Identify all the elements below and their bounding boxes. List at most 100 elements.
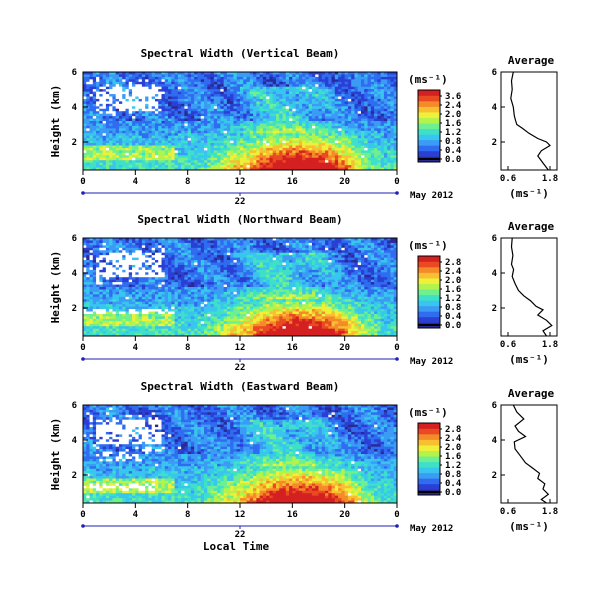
heatmap-cell bbox=[318, 74, 323, 78]
heatmap-cell bbox=[184, 76, 189, 80]
heatmap-cell bbox=[92, 130, 97, 134]
heatmap-cell bbox=[249, 130, 254, 134]
heatmap-cell bbox=[148, 147, 153, 151]
heatmap-cell bbox=[181, 167, 185, 171]
heatmap-cell bbox=[285, 72, 290, 75]
heatmap-cell bbox=[347, 167, 352, 171]
heatmap-cell bbox=[99, 138, 104, 141]
heatmap-cell bbox=[321, 89, 326, 92]
heatmap-cell bbox=[92, 255, 97, 258]
heatmap-cell bbox=[223, 125, 228, 129]
heatmap-cell bbox=[347, 91, 352, 95]
heatmap-cell bbox=[148, 91, 153, 95]
heatmap-cell bbox=[177, 123, 182, 127]
heatmap-cell bbox=[210, 74, 215, 78]
heatmap-cell bbox=[105, 274, 110, 278]
heatmap-cell bbox=[213, 111, 218, 115]
heatmap-cell bbox=[154, 157, 159, 161]
heatmap-cell bbox=[96, 155, 100, 159]
heatmap-cell bbox=[374, 130, 378, 134]
heatmap-cell bbox=[148, 304, 153, 307]
heatmap-cell bbox=[367, 111, 372, 115]
heatmap-cell bbox=[138, 252, 143, 256]
heatmap-cell bbox=[115, 260, 120, 263]
heatmap-cell bbox=[266, 155, 270, 159]
heatmap-cell bbox=[151, 150, 156, 154]
heatmap-cell bbox=[141, 111, 146, 115]
heatmap-cell bbox=[262, 86, 267, 90]
heatmap-cell bbox=[174, 152, 179, 156]
heatmap-cell bbox=[377, 143, 382, 146]
heatmap-cell bbox=[148, 279, 153, 283]
heatmap-cell bbox=[161, 155, 166, 159]
heatmap-cell bbox=[226, 118, 231, 122]
heatmap-cell bbox=[83, 111, 87, 115]
heatmap-cell bbox=[253, 123, 257, 127]
heatmap-cell bbox=[105, 316, 110, 320]
heatmap-cell bbox=[262, 138, 267, 141]
heatmap-cell bbox=[181, 111, 185, 115]
heatmap-cell bbox=[89, 167, 94, 171]
heatmap-cell bbox=[135, 121, 139, 124]
heatmap-cell bbox=[269, 86, 274, 90]
heatmap-cell bbox=[295, 167, 300, 171]
heatmap-cell bbox=[393, 143, 398, 146]
heatmap-cell bbox=[305, 108, 310, 112]
heatmap-cell bbox=[266, 157, 270, 161]
heatmap-cell bbox=[125, 282, 130, 285]
heatmap-cell bbox=[135, 262, 139, 266]
heatmap-cell bbox=[334, 113, 339, 117]
heatmap-cell bbox=[145, 140, 149, 144]
heatmap-cell bbox=[351, 160, 355, 164]
heatmap-cell bbox=[161, 86, 166, 90]
heatmap-cell bbox=[158, 101, 162, 105]
heatmap-cell bbox=[361, 147, 365, 151]
heatmap-cell bbox=[207, 103, 211, 107]
heatmap-cell bbox=[240, 76, 244, 80]
heatmap-cell bbox=[197, 155, 202, 159]
heatmap-cell bbox=[115, 152, 120, 156]
heatmap-cell bbox=[184, 79, 189, 83]
heatmap-cell bbox=[266, 79, 270, 83]
heatmap-cell bbox=[262, 111, 267, 115]
heatmap-cell bbox=[109, 311, 113, 315]
heatmap-cell bbox=[318, 165, 323, 168]
heatmap-cell bbox=[145, 313, 149, 317]
heatmap-cell bbox=[109, 165, 113, 168]
heatmap-cell bbox=[118, 291, 123, 295]
heatmap-cell bbox=[289, 91, 293, 95]
heatmap-cell bbox=[99, 98, 104, 102]
heatmap-cell bbox=[344, 145, 349, 149]
heatmap-cell bbox=[321, 86, 326, 90]
heatmap-cell bbox=[354, 165, 359, 168]
heatmap-cell bbox=[158, 89, 162, 92]
heatmap-cell bbox=[204, 113, 208, 117]
heatmap-cell bbox=[246, 103, 251, 107]
heatmap-cell bbox=[86, 81, 90, 85]
heatmap-cell bbox=[118, 103, 123, 107]
heatmap-cell bbox=[204, 94, 208, 97]
heatmap-cell bbox=[341, 94, 346, 97]
heatmap-cell bbox=[122, 94, 126, 97]
heatmap-cell bbox=[168, 76, 172, 80]
heatmap-cell bbox=[285, 101, 290, 105]
heatmap-cell bbox=[233, 84, 238, 88]
heatmap-cell bbox=[325, 72, 329, 75]
heatmap-cell bbox=[275, 162, 280, 166]
heatmap-cell bbox=[253, 157, 257, 161]
heatmap-cell bbox=[259, 98, 264, 102]
heatmap-cell bbox=[331, 152, 336, 156]
heatmap-cell bbox=[148, 140, 153, 144]
heatmap-cell bbox=[262, 89, 267, 92]
heatmap-cell bbox=[89, 277, 94, 281]
heatmap-cell bbox=[128, 291, 133, 295]
colorbar: (ms⁻¹)3.62.42.01.61.20.80.40.0 bbox=[408, 73, 462, 165]
heatmap-cell bbox=[197, 135, 202, 139]
heatmap-cell bbox=[135, 296, 139, 300]
heatmap-cell bbox=[83, 147, 87, 151]
heatmap-cell bbox=[118, 257, 123, 261]
heatmap-cell bbox=[236, 118, 241, 122]
heatmap-cell bbox=[138, 238, 143, 241]
heatmap-cell bbox=[141, 72, 146, 75]
